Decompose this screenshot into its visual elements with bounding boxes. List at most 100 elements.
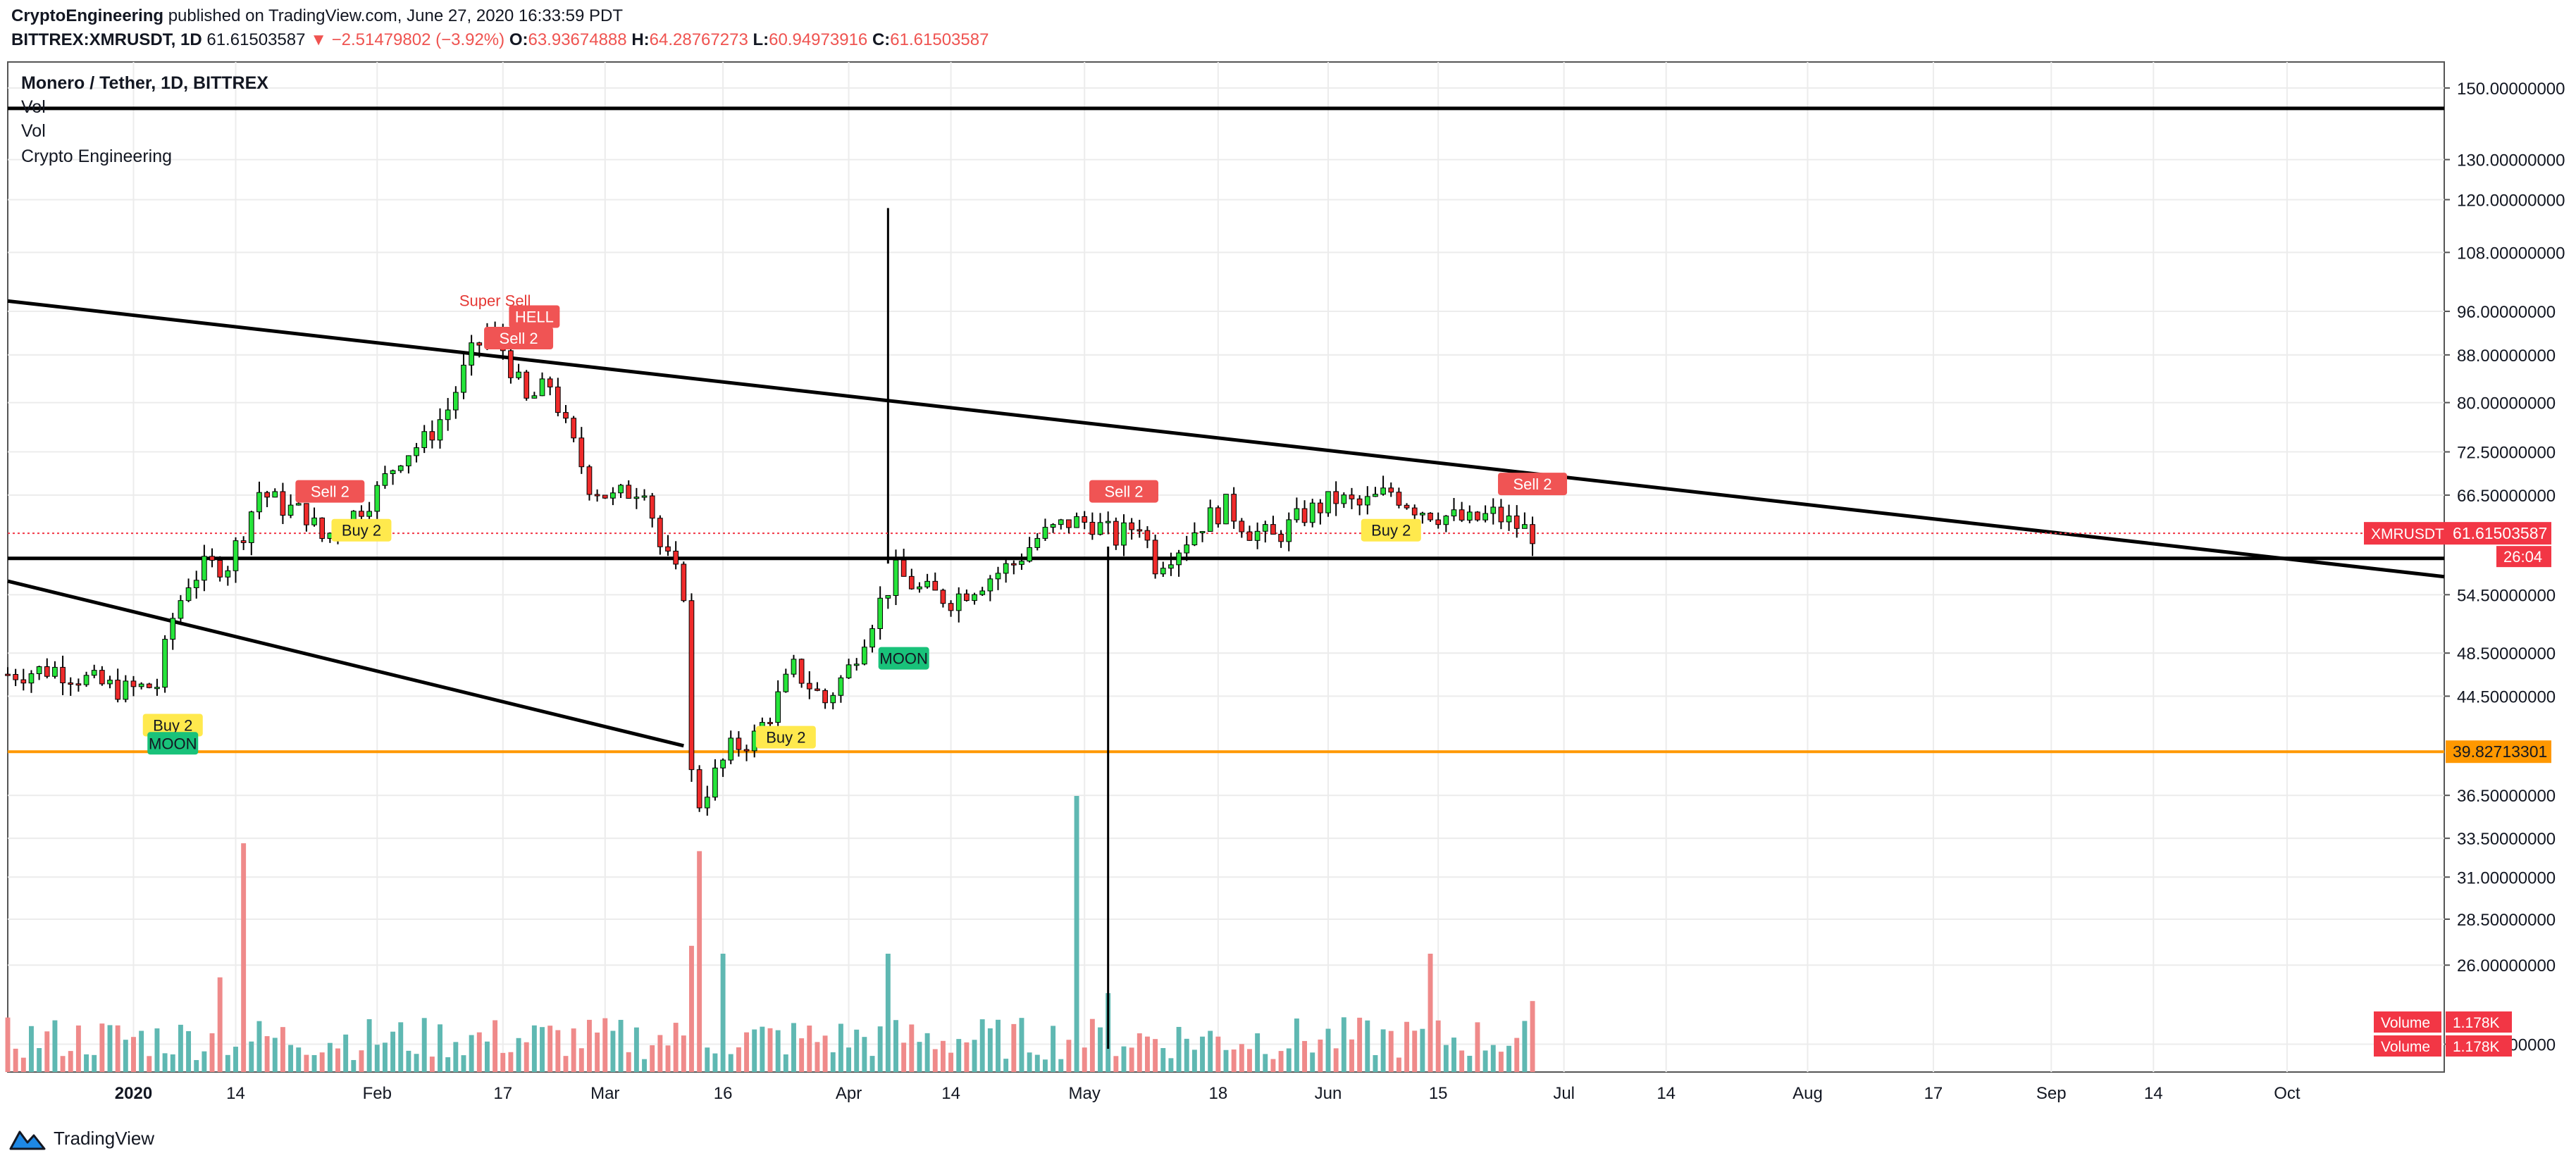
trendline[interactable] [7, 299, 2445, 579]
volume-bar [1098, 1027, 1103, 1072]
volume-bar [131, 1037, 136, 1072]
candle-body [1513, 515, 1520, 529]
candle-body [1239, 521, 1245, 532]
candle-body [1105, 521, 1111, 523]
volume-bar [1388, 1030, 1394, 1072]
candle-body [1294, 508, 1300, 521]
candle [304, 503, 309, 532]
candle [531, 392, 538, 399]
candle-body [1137, 529, 1143, 532]
y-tick-label: 130.00000000 [2457, 151, 2565, 170]
drawing-lines[interactable] [7, 106, 2445, 1049]
candle-body [1341, 494, 1347, 504]
candle [178, 594, 184, 622]
trendline[interactable] [7, 579, 684, 748]
candle [704, 785, 710, 816]
candle [641, 489, 648, 501]
candle [1530, 516, 1535, 556]
candle-body [955, 593, 962, 611]
candle [107, 675, 113, 689]
y-tick-label: 120.00000000 [2457, 191, 2565, 210]
volume-bar [940, 1040, 946, 1072]
candle [822, 688, 828, 709]
volume-bar [390, 1031, 396, 1072]
volume-bar [979, 1019, 985, 1072]
candle [1207, 499, 1213, 532]
candle-body [1490, 506, 1497, 514]
volume-bar [453, 1042, 459, 1072]
time-axis[interactable]: 2020 14 Feb 17 Mar 16 Apr 14 May 18 Jun 15 Jul 14 Aug 1… [115, 1084, 2301, 1103]
candle-body [36, 666, 42, 675]
volume-bar [217, 977, 223, 1072]
signal-badge-text: MOON [149, 735, 197, 752]
volume-bar [484, 1041, 490, 1072]
candle [563, 405, 569, 423]
candle [1050, 523, 1056, 533]
volume-bar [1255, 1033, 1261, 1072]
author-name[interactable]: CryptoEngineering [11, 6, 164, 25]
volume-bar [115, 1025, 120, 1072]
candle-body [917, 586, 922, 590]
footer: TradingView [8, 1124, 154, 1152]
publish-info: published on TradingView.com, June 27, 2… [168, 6, 624, 25]
candle [264, 490, 270, 508]
legend-study-crypto-engineering[interactable]: Crypto Engineering [21, 147, 172, 166]
candle [775, 680, 781, 728]
volume-bar [610, 1030, 616, 1072]
candle [1270, 516, 1276, 535]
candle [1239, 518, 1245, 538]
candle [995, 566, 1001, 590]
candle [1420, 511, 1425, 524]
candle [359, 505, 364, 522]
candle [1498, 499, 1504, 530]
candle [743, 745, 750, 761]
candle-body [1459, 509, 1465, 521]
volume-bar [84, 1054, 89, 1072]
candle-body [1466, 511, 1473, 521]
volume-bar [1066, 1040, 1072, 1072]
candle-body [602, 494, 608, 499]
volume-bar [304, 1054, 309, 1072]
candle [437, 408, 443, 449]
legend-study-vol[interactable]: Vol [21, 97, 46, 117]
volume-bar [398, 1022, 404, 1072]
legend-study-vol-2[interactable]: Vol [21, 121, 46, 141]
candle-body [146, 683, 152, 688]
candle [248, 511, 254, 556]
volume-bar [1019, 1018, 1024, 1072]
volume-bar [1365, 1020, 1370, 1072]
candle-body [406, 455, 411, 466]
candle-body [633, 497, 640, 499]
candle [461, 354, 466, 399]
candle-body [1482, 513, 1488, 521]
price-axis[interactable]: 150.00000000 130.00000000 120.00000000 108.… [2444, 80, 2565, 1055]
volume-bar [288, 1045, 294, 1072]
volume-bar [815, 1042, 820, 1072]
volume-bar [1074, 796, 1079, 1072]
close-value: 61.61503587 [890, 30, 989, 49]
candle-body [91, 670, 97, 676]
candle [964, 589, 970, 602]
tradingview-brand[interactable]: TradingView [54, 1127, 155, 1149]
volume-bar [1137, 1033, 1142, 1072]
signal-badge-sell [509, 305, 560, 328]
volume-bar [99, 1023, 105, 1072]
candle [1466, 505, 1473, 523]
candle [414, 442, 419, 463]
candle-body [414, 447, 419, 456]
candle [728, 730, 734, 765]
x-tick-label: 17 [1924, 1084, 1943, 1103]
candle-body [1286, 519, 1292, 542]
x-tick-label: 15 [1429, 1084, 1448, 1103]
candle-body [107, 680, 113, 685]
candle-body [563, 412, 569, 419]
candle-body [1129, 522, 1134, 530]
candle-body [838, 677, 844, 696]
volume-bar [335, 1048, 340, 1072]
candle-body [390, 470, 396, 474]
volume-bar [1404, 1021, 1410, 1072]
symbol-badge-text: XMRUSDT [2371, 526, 2444, 542]
candle-body [68, 682, 74, 685]
candle [1191, 522, 1198, 547]
